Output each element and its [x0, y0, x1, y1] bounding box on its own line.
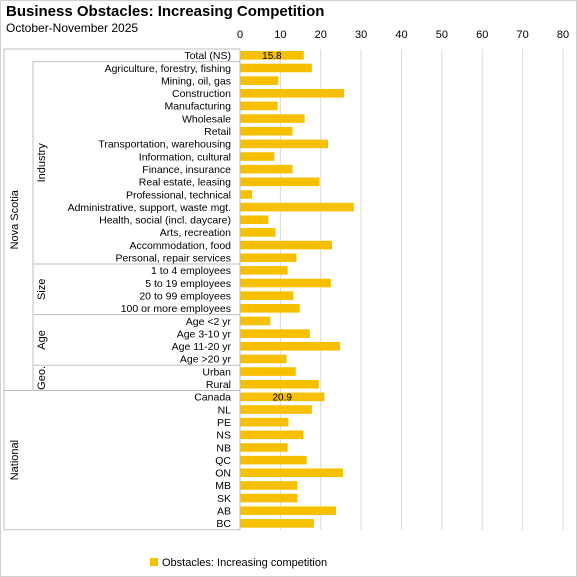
category-label: QC	[215, 455, 231, 467]
category-label: Construction	[172, 88, 231, 100]
category-label: Canada	[194, 392, 231, 404]
category-label: Retail	[204, 126, 231, 138]
bar-wholesale	[240, 114, 305, 123]
category-label: Age 3-10 yr	[177, 328, 232, 340]
bar-qc	[240, 455, 307, 465]
category-label: Mining, oil, gas	[161, 75, 231, 87]
bar-manufacturing	[240, 101, 278, 111]
bar-rural	[240, 379, 319, 389]
bar-age-20-yr	[240, 354, 287, 364]
category-label: Arts, recreation	[160, 227, 231, 239]
bar-1-to-4-employees	[240, 266, 288, 275]
category-label: PE	[217, 417, 231, 429]
bar-finance-insurance	[240, 164, 293, 174]
category-label: Age >20 yr	[180, 354, 232, 366]
bar-100-or-more-employees	[240, 304, 300, 313]
bar-mining-oil-gas	[240, 76, 279, 85]
bar-nl	[240, 405, 312, 414]
category-label: 1 to 4 employees	[151, 265, 231, 277]
bar-total-ns	[240, 51, 304, 60]
x-tick-label: 60	[476, 29, 488, 41]
bar-age-2-yr	[240, 316, 271, 326]
category-label: Manufacturing	[164, 101, 231, 113]
bar-on	[240, 468, 343, 478]
group-label: Nova Scotia	[9, 189, 21, 249]
category-label: AB	[217, 506, 231, 518]
bar-urban	[240, 367, 296, 376]
bar-real-estate-leasing	[240, 177, 320, 187]
x-tick-label: 0	[237, 29, 243, 41]
category-label: Age <2 yr	[186, 316, 232, 328]
category-label: Administrative, support, waste mgt.	[68, 202, 231, 214]
bar-accommodation-food	[240, 240, 333, 250]
category-label: Rural	[206, 379, 231, 391]
category-label: Real estate, leasing	[139, 177, 231, 189]
category-label: Total (NS)	[184, 50, 231, 62]
legend-swatch	[150, 558, 158, 566]
bar-canada	[240, 392, 325, 402]
category-label: 5 to 19 employees	[145, 278, 231, 290]
bar-pe	[240, 417, 289, 427]
subgroup-label: Size	[36, 279, 48, 300]
category-label: Health, social (incl. daycare)	[99, 215, 231, 227]
bar-bc	[240, 519, 314, 528]
data-label: 15.8	[262, 51, 282, 62]
category-label: Age 11-20 yr	[172, 341, 232, 353]
category-label: NL	[218, 404, 232, 416]
subgroup-label: Industry	[36, 143, 48, 183]
category-label: 20 to 99 employees	[139, 290, 231, 302]
category-label: Urban	[202, 366, 231, 378]
bar-personal-repair-services	[240, 253, 297, 263]
bar-sk	[240, 493, 298, 503]
category-label: Information, cultural	[139, 151, 231, 163]
category-label: Accommodation, food	[129, 240, 231, 252]
category-label: BC	[216, 518, 231, 530]
chart-subtitle: October-November 2025	[6, 21, 139, 35]
subgroup-label: Age	[36, 330, 48, 350]
category-label: SK	[217, 493, 231, 505]
category-label: Personal, repair services	[115, 253, 231, 265]
category-label: Wholesale	[182, 113, 231, 125]
bar-5-to-19-employees	[240, 278, 331, 288]
bar-information-cultural	[240, 152, 275, 161]
legend-label: Obstacles: Increasing competition	[162, 557, 328, 569]
category-label: Transportation, warehousing	[98, 139, 231, 151]
bar-age-11-20-yr	[240, 341, 341, 351]
bar-administrative-support-waste-mgt	[240, 202, 354, 212]
bar-nb	[240, 443, 288, 452]
data-label: 20.9	[272, 392, 292, 403]
bar-20-to-99-employees	[240, 291, 294, 300]
x-tick-label: 70	[517, 29, 529, 41]
category-label: Agriculture, forestry, fishing	[105, 63, 232, 75]
legend: Obstacles: Increasing competition	[150, 557, 327, 569]
bar-ab	[240, 506, 337, 516]
category-label: MB	[215, 480, 231, 492]
bar-mb	[240, 481, 298, 490]
x-tick-label: 50	[436, 29, 448, 41]
category-label: NS	[216, 430, 231, 442]
group-label: National	[9, 440, 21, 480]
bar-transportation-warehousing	[240, 139, 329, 149]
category-label: 100 or more employees	[121, 303, 231, 315]
subgroup-label: Geo.	[36, 366, 48, 390]
x-tick-label: 80	[557, 29, 569, 41]
category-label: ON	[215, 468, 231, 480]
category-label: Finance, insurance	[142, 164, 231, 176]
x-tick-label: 20	[315, 29, 327, 41]
bar-professional-technical	[240, 190, 253, 199]
bar-construction	[240, 88, 345, 98]
x-tick-label: 40	[395, 29, 407, 41]
category-label: Professional, technical	[126, 189, 231, 201]
chart-title: Business Obstacles: Increasing Competiti…	[6, 3, 325, 20]
category-label: NB	[216, 442, 231, 454]
bar-health-social-incl-daycare	[240, 215, 269, 225]
bar-retail	[240, 126, 293, 136]
bar-arts-recreation	[240, 228, 276, 237]
x-tick-label: 30	[355, 29, 367, 41]
bar-agriculture-forestry-fishing	[240, 63, 312, 73]
bar-age-3-10-yr	[240, 329, 310, 338]
x-tick-label: 10	[274, 29, 286, 41]
bar-ns	[240, 430, 304, 440]
